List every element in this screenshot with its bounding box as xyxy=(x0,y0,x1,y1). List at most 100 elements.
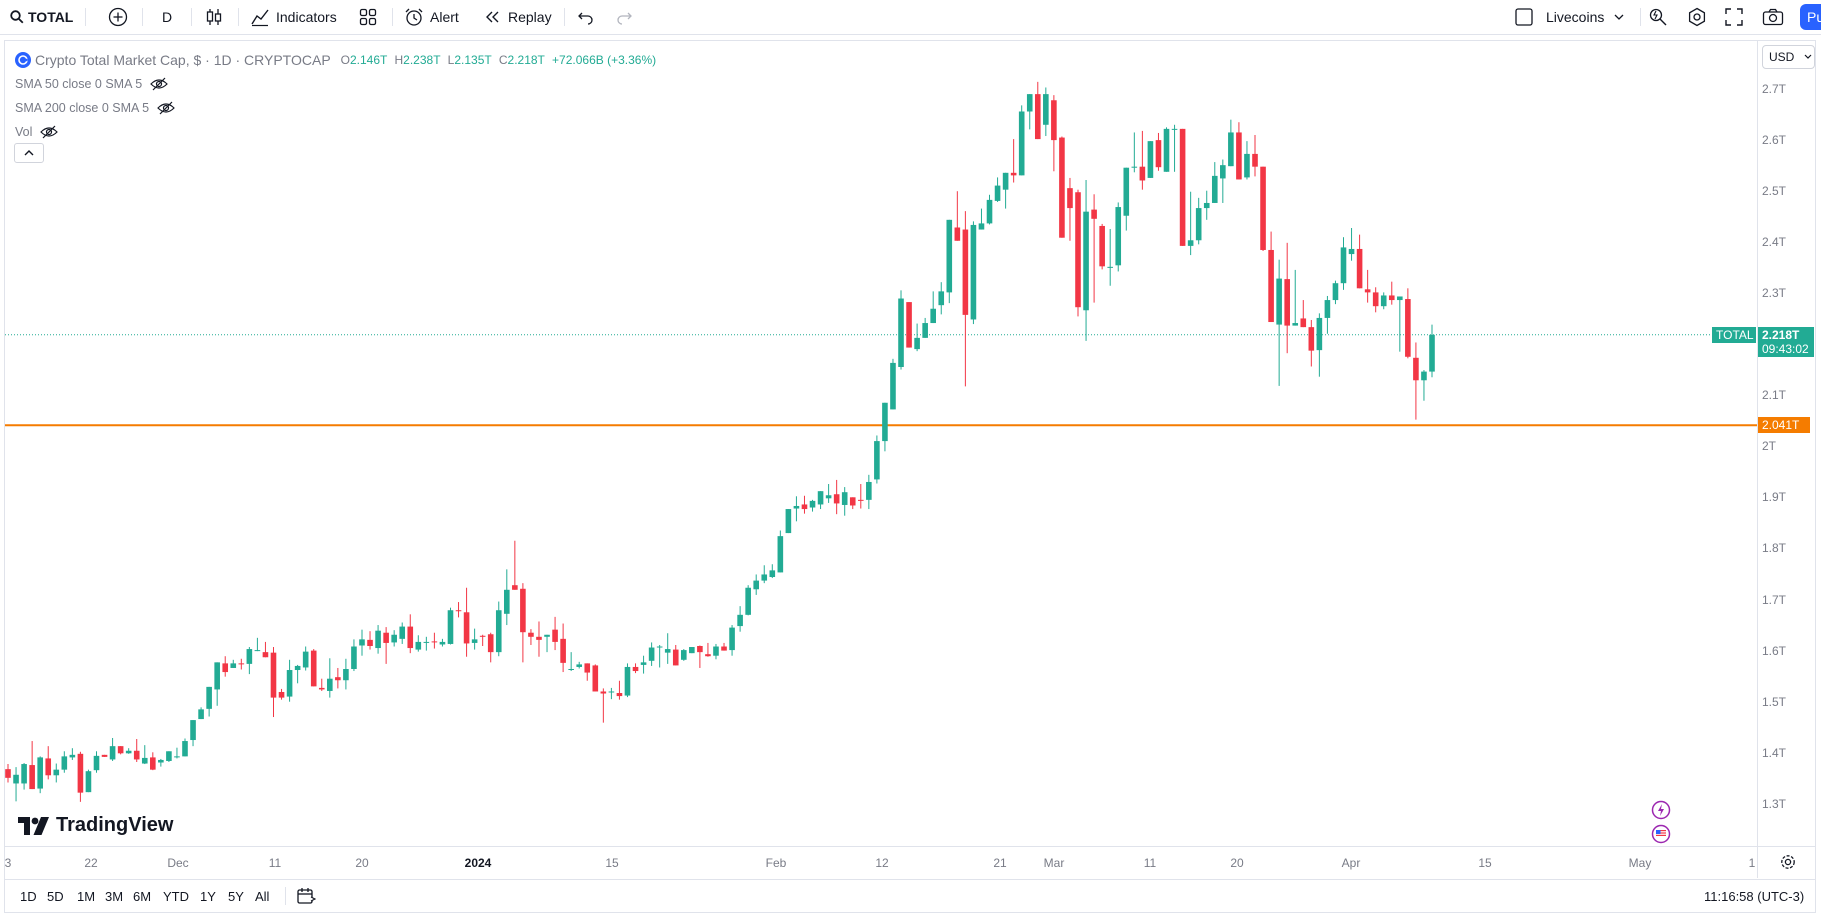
candle-body xyxy=(182,741,188,757)
snapshot-button[interactable] xyxy=(1762,0,1784,34)
price-axis-label: 2.5T xyxy=(1762,183,1787,198)
candle-body xyxy=(463,612,470,644)
time-axis-settings[interactable] xyxy=(1780,854,1796,875)
candle-body xyxy=(407,626,414,649)
sma200-label: SMA 200 close 0 SMA 5 xyxy=(15,101,150,115)
candle-body xyxy=(1211,175,1218,203)
candle-body xyxy=(592,665,599,692)
candle-body xyxy=(841,492,848,505)
us-flag-icon[interactable] xyxy=(1651,824,1671,844)
candle-body xyxy=(1388,295,1395,301)
candle-body xyxy=(214,662,220,690)
sma50-legend[interactable]: SMA 50 close 0 SMA 5 xyxy=(15,72,656,96)
legend-collapse-button[interactable] xyxy=(14,143,44,163)
candle-body xyxy=(584,663,591,673)
candle-body xyxy=(1405,299,1411,357)
candle-body xyxy=(793,505,800,509)
goto-date-button[interactable] xyxy=(296,879,316,913)
range-button-all[interactable]: All xyxy=(255,879,269,913)
publish-button[interactable]: Pu xyxy=(1800,4,1821,30)
range-button-1m[interactable]: 1M xyxy=(77,879,95,913)
candle-body xyxy=(431,641,438,643)
candle-body xyxy=(761,574,768,581)
candle-body xyxy=(254,650,261,652)
high-value: 2.238T xyxy=(403,53,441,67)
compare-symbol-button[interactable] xyxy=(108,0,128,34)
volume-legend[interactable]: Vol xyxy=(15,120,656,144)
candle-body xyxy=(560,638,566,663)
eye-hidden-icon[interactable] xyxy=(157,101,175,115)
replay-button[interactable]: Replay xyxy=(484,0,552,34)
candle-body xyxy=(906,302,912,348)
main-series-legend[interactable]: Crypto Total Market Cap, $ · 1D · CRYPTO… xyxy=(15,48,656,72)
range-button-5d[interactable]: 5D xyxy=(47,879,64,913)
candle-body xyxy=(1163,128,1170,172)
candle-body xyxy=(1228,132,1234,167)
range-button-6m[interactable]: 6M xyxy=(133,879,151,913)
open-key: O xyxy=(340,53,350,67)
candle-body xyxy=(1244,153,1250,178)
fullscreen-button[interactable] xyxy=(1725,0,1743,34)
undo-button[interactable] xyxy=(577,0,595,34)
chevron-up-icon xyxy=(24,150,34,156)
chart-pane[interactable] xyxy=(4,40,1816,913)
redo-button[interactable] xyxy=(615,0,633,34)
currency-select[interactable]: USD xyxy=(1762,45,1815,69)
range-button-ytd[interactable]: YTD xyxy=(163,879,189,913)
candle-body xyxy=(1268,249,1274,323)
layout-name-button[interactable]: Livecoins xyxy=(1514,0,1624,34)
range-button-5y[interactable]: 5Y xyxy=(228,879,244,913)
candle-body xyxy=(1059,137,1065,238)
candle-body xyxy=(302,651,309,668)
range-label: 6M xyxy=(133,888,152,904)
candle-body xyxy=(874,441,880,480)
range-label: 3M xyxy=(105,888,124,904)
candle-body xyxy=(101,754,108,757)
sma200-legend[interactable]: SMA 200 close 0 SMA 5 xyxy=(15,96,656,120)
undo-icon xyxy=(578,12,593,25)
candle-body xyxy=(705,654,711,657)
candle-body xyxy=(439,641,446,645)
indicators-button[interactable]: Indicators xyxy=(250,0,337,34)
candle-body xyxy=(286,670,293,697)
candle-body xyxy=(45,758,52,776)
candle-body xyxy=(632,666,639,672)
candle-body xyxy=(849,497,856,506)
alert-button[interactable]: Alert xyxy=(404,0,459,34)
ohlc-values: O2.146T H2.238T L2.135T C2.218T +72.066B… xyxy=(341,53,656,67)
candle-body xyxy=(656,646,663,648)
candle-body xyxy=(1139,166,1146,181)
candle-body xyxy=(455,610,462,612)
clock-timezone[interactable]: 11:16:58 (UTC-3) xyxy=(1704,879,1804,913)
time-axis-label: 1 xyxy=(1748,856,1756,870)
candle-body xyxy=(1051,100,1057,141)
range-button-1y[interactable]: 1Y xyxy=(200,879,216,913)
range-button-3m[interactable]: 3M xyxy=(105,879,123,913)
layouts-button[interactable] xyxy=(358,0,378,34)
candle-body xyxy=(1316,317,1323,351)
symbol-search-button[interactable]: TOTAL xyxy=(10,0,73,34)
eye-hidden-icon[interactable] xyxy=(150,77,169,91)
candle-body xyxy=(857,499,864,501)
quick-search-button[interactable] xyxy=(1648,0,1668,34)
settings-button[interactable] xyxy=(1687,0,1707,34)
lightning-icon[interactable] xyxy=(1651,800,1671,820)
candle-body xyxy=(174,756,180,758)
candle-body xyxy=(1171,128,1178,130)
eye-hidden-icon[interactable] xyxy=(40,125,59,139)
price-axis-label: 1.6T xyxy=(1762,643,1787,658)
add-circle-icon xyxy=(108,7,128,27)
candle-body xyxy=(536,636,542,640)
candle-body xyxy=(294,665,301,671)
range-button-1d[interactable]: 1D xyxy=(20,879,37,913)
chart-type-button[interactable] xyxy=(204,0,224,34)
candle-body xyxy=(415,641,422,650)
interval-button[interactable]: D xyxy=(162,0,172,34)
price-axis-label: 2.1T xyxy=(1762,388,1787,403)
candle-body xyxy=(5,769,11,778)
chart-legend: Crypto Total Market Cap, $ · 1D · CRYPTO… xyxy=(15,48,656,144)
symbol-label: TOTAL xyxy=(28,9,74,25)
change-value: +72.066B (+3.36%) xyxy=(552,53,657,67)
redo-icon xyxy=(617,12,632,25)
